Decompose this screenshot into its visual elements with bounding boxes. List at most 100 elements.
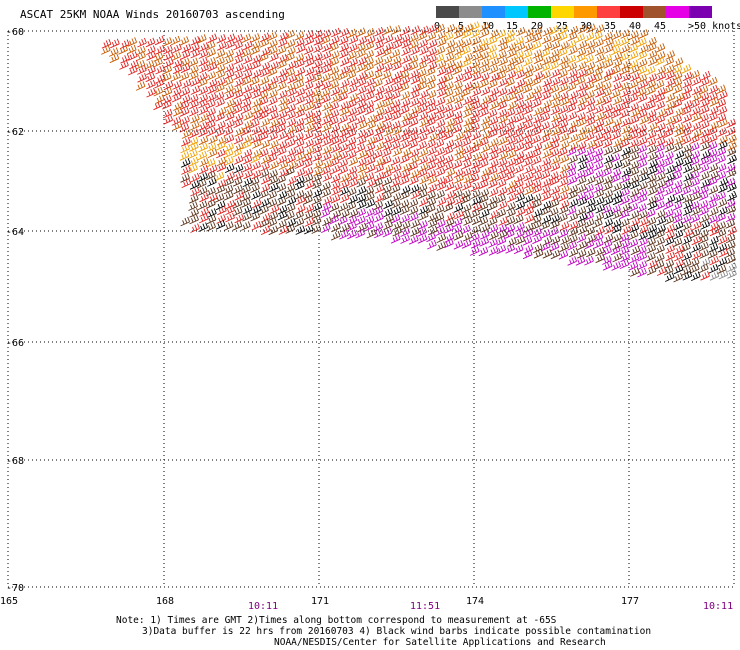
wind-barb <box>630 108 641 118</box>
wind-barb <box>401 148 412 158</box>
wind-barb <box>566 39 577 50</box>
wind-barb <box>294 210 304 220</box>
wind-barb <box>717 105 728 116</box>
wind-barb <box>558 119 569 129</box>
wind-barb <box>199 63 209 74</box>
wind-barb <box>542 34 552 45</box>
wind-barb <box>637 158 648 169</box>
wind-barb <box>639 217 649 227</box>
wind-barb <box>321 73 331 83</box>
wind-barb <box>727 182 737 193</box>
wind-barb <box>223 126 234 137</box>
wind-barb <box>498 114 508 124</box>
wind-barb <box>540 112 551 123</box>
wind-barb <box>515 200 526 211</box>
wind-barb <box>303 195 313 205</box>
wind-barb <box>427 154 437 164</box>
wind-barb <box>682 78 693 89</box>
wind-barb <box>435 96 446 107</box>
wind-barb <box>716 113 727 123</box>
wind-barb <box>603 146 614 156</box>
wind-barb <box>498 77 508 88</box>
wind-barb <box>462 203 472 214</box>
wind-barb <box>190 120 200 131</box>
wind-barb <box>522 236 533 246</box>
wind-barb <box>313 43 323 53</box>
wind-barb <box>646 130 657 140</box>
wind-barb <box>665 70 675 81</box>
wind-barb <box>338 143 348 153</box>
wind-barb <box>180 63 191 74</box>
wind-barb <box>399 105 410 115</box>
wind-barb <box>277 154 288 165</box>
wind-barb <box>577 89 588 99</box>
wind-barb <box>146 87 156 98</box>
wind-barb <box>269 139 279 150</box>
wind-barb <box>252 148 262 159</box>
wind-barb <box>417 132 428 143</box>
wind-barb <box>426 74 436 85</box>
wind-barb <box>365 77 375 88</box>
wind-barb <box>373 56 384 66</box>
wind-barb <box>690 170 700 181</box>
wind-barb <box>647 230 657 240</box>
wind-barb <box>682 221 692 231</box>
wind-barb <box>665 64 675 75</box>
wind-barb <box>305 122 315 133</box>
wind-barb <box>198 98 208 109</box>
wind-barb <box>364 186 375 196</box>
wind-barb <box>401 62 412 73</box>
wind-barb <box>356 215 366 226</box>
wind-barb <box>507 56 517 67</box>
wind-barb <box>506 208 516 218</box>
wind-barb <box>251 111 262 121</box>
wind-barb <box>619 52 630 62</box>
wind-barb <box>243 169 254 180</box>
wind-barb <box>347 114 358 124</box>
wind-barb <box>682 121 692 132</box>
wind-barb <box>322 216 332 227</box>
wind-barb <box>611 204 621 214</box>
wind-barb <box>251 98 262 108</box>
wind-barb <box>462 108 473 119</box>
wind-barb <box>681 258 692 269</box>
wind-barb <box>505 171 515 181</box>
wind-barb <box>384 76 394 86</box>
wind-barb <box>364 128 374 139</box>
wind-barb <box>655 114 666 125</box>
wind-barb <box>381 155 392 166</box>
wind-barb <box>612 233 622 243</box>
wind-barb <box>699 120 710 130</box>
wind-barb <box>234 191 245 201</box>
wind-barb <box>348 178 359 188</box>
wind-barb <box>558 212 568 223</box>
wind-barb <box>674 251 684 262</box>
wind-barb <box>479 107 489 118</box>
wind-barb <box>250 76 260 86</box>
wind-barb <box>584 183 594 194</box>
wind-barb <box>647 114 658 124</box>
wind-barb <box>595 246 605 257</box>
wind-barb <box>487 35 498 46</box>
wind-barb <box>585 97 596 107</box>
wind-barb <box>681 266 692 276</box>
wind-barb <box>550 91 561 102</box>
wind-barb <box>241 192 251 202</box>
wind-barb <box>445 190 456 200</box>
wind-barb <box>452 224 463 235</box>
wind-barb <box>533 208 543 218</box>
wind-barb <box>628 50 639 61</box>
wind-barb <box>505 165 516 175</box>
wind-barb <box>629 188 640 198</box>
wind-barb <box>637 245 647 256</box>
wind-barb <box>374 228 384 239</box>
wind-barb <box>189 99 199 110</box>
wind-barb <box>463 216 473 226</box>
wind-barb <box>611 65 621 76</box>
wind-barb <box>593 81 604 92</box>
wind-barb <box>558 125 568 136</box>
wind-barb <box>638 210 648 220</box>
wind-barb <box>445 39 456 49</box>
wind-barb <box>224 156 234 166</box>
wind-barb <box>259 189 269 199</box>
